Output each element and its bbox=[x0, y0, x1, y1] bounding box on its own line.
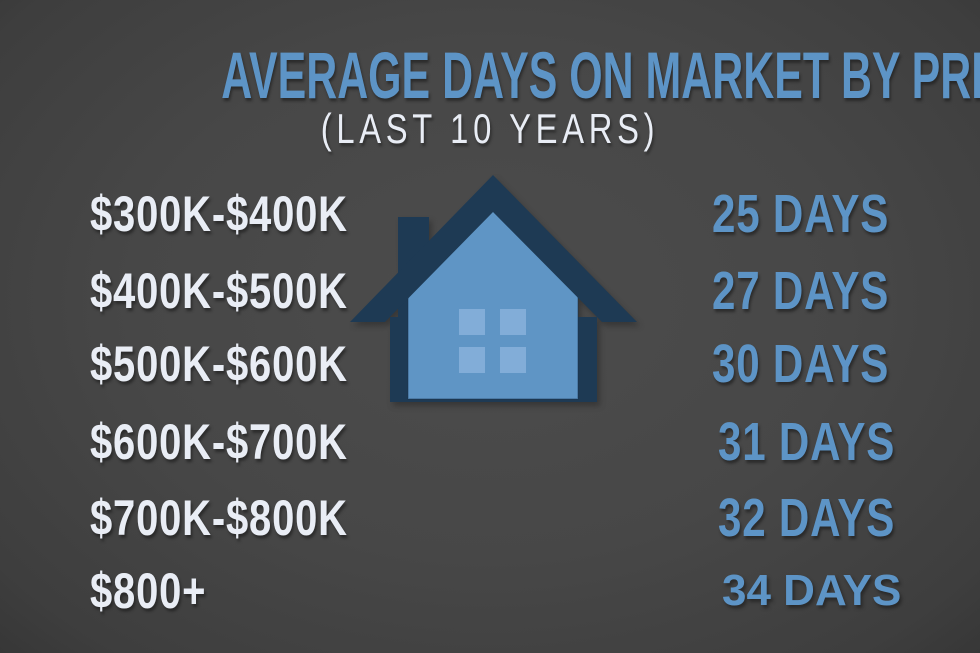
days-value: 34 DAYS bbox=[722, 569, 901, 613]
price-range-text: $500K-$600K bbox=[90, 336, 348, 392]
days-value: 27 DAYS bbox=[712, 264, 939, 318]
days-value: 32 DAYS bbox=[718, 491, 945, 545]
days-value-text: 27 DAYS bbox=[712, 261, 890, 321]
price-range-label: $300K-$400K bbox=[90, 189, 412, 239]
price-range-label: $500K-$600K bbox=[90, 339, 412, 389]
days-value: 30 DAYS bbox=[712, 337, 939, 391]
house-window bbox=[459, 309, 485, 335]
days-value-text: 31 DAYS bbox=[718, 412, 896, 472]
days-value-text: 30 DAYS bbox=[712, 334, 890, 394]
days-value-text: 25 DAYS bbox=[712, 184, 890, 244]
price-range-label: $800+ bbox=[90, 566, 235, 616]
page-title: AVERAGE DAYS ON MARKET BY PRICE bbox=[0, 42, 980, 108]
page-title-text: AVERAGE DAYS ON MARKET BY PRICE bbox=[221, 38, 980, 112]
price-range-text: $600K-$700K bbox=[90, 414, 348, 470]
price-range-text: $700K-$800K bbox=[90, 490, 348, 546]
page-subtitle-text: (LAST 10 YEARS) bbox=[320, 105, 660, 152]
price-range-label: $400K-$500K bbox=[90, 266, 412, 316]
days-value: 25 DAYS bbox=[712, 187, 939, 241]
house-window bbox=[500, 309, 526, 335]
price-range-text: $300K-$400K bbox=[90, 186, 348, 242]
days-value-text: 34 DAYS bbox=[722, 566, 902, 615]
days-value: 31 DAYS bbox=[718, 415, 945, 469]
house-window bbox=[459, 347, 485, 373]
price-range-text: $400K-$500K bbox=[90, 263, 348, 319]
page-subtitle: (LAST 10 YEARS) bbox=[0, 106, 980, 152]
price-range-label: $600K-$700K bbox=[90, 417, 412, 467]
house-icon bbox=[350, 175, 637, 402]
price-range-label: $700K-$800K bbox=[90, 493, 412, 543]
price-range-text: $800+ bbox=[90, 563, 207, 619]
house-window bbox=[500, 347, 526, 373]
house-roof bbox=[350, 175, 637, 322]
days-value-text: 32 DAYS bbox=[718, 488, 896, 548]
